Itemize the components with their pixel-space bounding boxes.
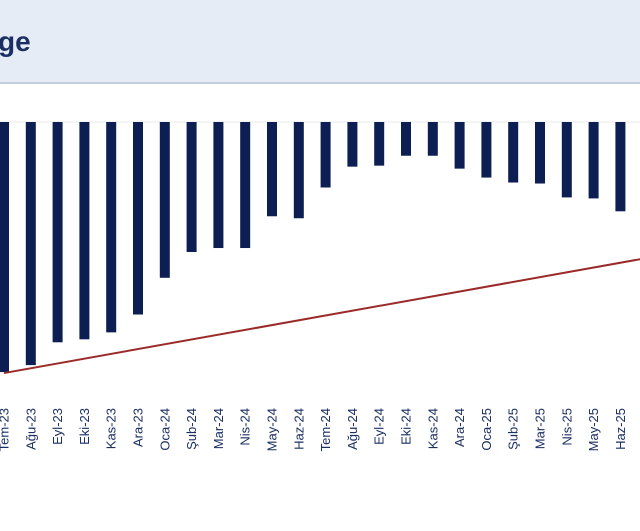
chart-title: ge <box>0 26 31 57</box>
chart-header: ge <box>0 0 640 84</box>
x-tick-label: Kas-24 <box>425 408 440 449</box>
bar-Şub-25 <box>508 122 519 183</box>
x-tick-label: Eyl-24 <box>372 408 387 445</box>
bar-Ağu-24 <box>347 122 358 167</box>
x-tick-label: Şub-24 <box>184 408 199 450</box>
x-tick-label: Tem-24 <box>318 408 333 451</box>
bar-Eyl-24 <box>374 122 385 166</box>
bar-Kas-23 <box>106 122 117 333</box>
x-tick-label: Eki-23 <box>77 408 92 445</box>
bar-Oca-24 <box>159 122 170 278</box>
x-tick-label: Ara-24 <box>452 408 467 447</box>
bar-Nis-25 <box>561 122 572 198</box>
x-tick-label: Nis-24 <box>238 408 253 446</box>
bars <box>0 122 626 373</box>
bar-Mar-24 <box>213 122 224 249</box>
x-tick-label: Mar-24 <box>211 408 226 449</box>
trend-line-group <box>3 258 640 375</box>
bar-May-24 <box>267 122 277 217</box>
bar-May-25 <box>588 122 599 199</box>
bar-Oca-25 <box>481 122 492 178</box>
bar-Ara-23 <box>133 122 143 315</box>
bar-Tem-24 <box>320 122 331 188</box>
bar-Mar-25 <box>535 122 545 184</box>
x-tick-label: Eki-24 <box>399 408 414 445</box>
x-tick-label: Haz-24 <box>291 408 306 450</box>
bar-Eki-23 <box>79 122 90 340</box>
bar-Haz-24 <box>293 122 304 219</box>
x-tick-label: Kas-23 <box>104 408 119 449</box>
bar-Ara-24 <box>454 122 465 169</box>
x-axis-tick-labels: Tem-23 Ağu-23 Eyl-23 Eki-23 Kas-23 Ara-23 Oca-… <box>0 408 640 451</box>
x-tick-label: Oca-24 <box>157 408 172 451</box>
bar-Eyl-23 <box>52 122 63 343</box>
x-tick-label: Şub-25 <box>506 408 521 450</box>
bar-Tem-23 <box>0 122 9 373</box>
x-tick-label: Oca-25 <box>479 408 494 451</box>
bar-Şub-24 <box>186 122 197 252</box>
bar-Ağu-23 <box>25 122 36 366</box>
x-tick-label: Haz-25 <box>613 408 628 450</box>
bar-Eki-24 <box>401 122 411 156</box>
x-tick-label: Tem-23 <box>0 408 12 451</box>
x-tick-label: Eyl-23 <box>50 408 65 445</box>
trend-line <box>3 258 640 375</box>
x-tick-label: Ağu-24 <box>345 408 360 450</box>
x-tick-label: Mar-25 <box>533 408 548 449</box>
x-tick-label: Nis-25 <box>559 408 574 446</box>
bar-Kas-24 <box>427 122 438 156</box>
x-tick-label: May-24 <box>265 408 280 451</box>
bar-Haz-25 <box>615 122 626 212</box>
x-tick-label: May-25 <box>586 408 601 451</box>
x-tick-label: Ara-23 <box>131 408 146 447</box>
x-tick-label: Ağu-23 <box>23 408 38 450</box>
bar-Nis-24 <box>240 122 251 249</box>
